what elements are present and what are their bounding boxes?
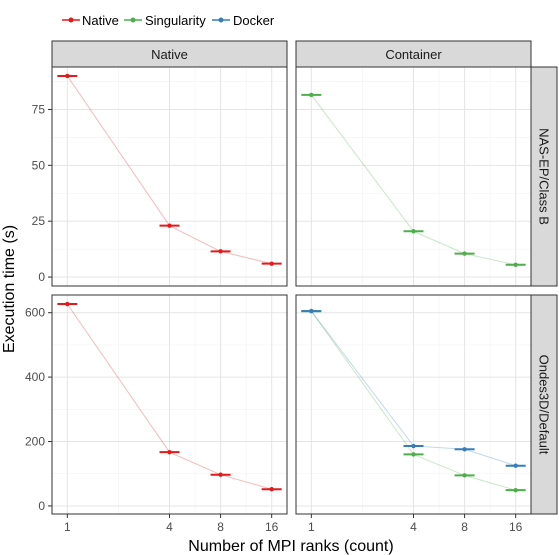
gridlines (52, 67, 287, 286)
data-point (411, 452, 416, 457)
data-point (309, 308, 314, 314)
legend-marker (68, 17, 74, 23)
y-tick-label: 200 (25, 435, 45, 449)
gridlines (296, 67, 531, 286)
strip-label: Container (385, 47, 442, 62)
data-point (167, 223, 172, 228)
series-line (310, 94, 516, 266)
data-point (513, 487, 518, 493)
series-line (66, 75, 272, 265)
data-point (218, 472, 223, 477)
x-tick-label: 4 (410, 520, 417, 534)
x-tick-label: 8 (217, 520, 224, 534)
data-point (65, 73, 70, 79)
legend-label: Native (82, 13, 119, 28)
column-strip-container: Container (295, 40, 532, 68)
data-point (411, 443, 416, 449)
series-native (57, 301, 282, 492)
x-tick-label: 16 (509, 520, 523, 534)
y-tick-label: 0 (38, 270, 45, 284)
y-tick-label: 400 (25, 370, 45, 384)
legend: Native Singularity Docker (62, 13, 275, 28)
panel-border (51, 294, 288, 515)
series-line (310, 310, 516, 467)
data-point (411, 229, 416, 234)
panel-border (295, 66, 532, 287)
x-tick-label: 4 (166, 520, 173, 534)
x-tick-label: 1 (64, 520, 71, 534)
y-tick-label: 25 (32, 214, 46, 228)
data-point (462, 251, 467, 256)
strip-background (530, 66, 558, 287)
data-point (309, 92, 314, 98)
strip-background (51, 40, 288, 68)
legend-marker (130, 17, 136, 23)
y-tick-label: 50 (32, 158, 46, 172)
panel-border (295, 294, 532, 515)
data-point (513, 463, 518, 468)
gridlines (296, 295, 531, 514)
y-tick-label: 0 (38, 499, 45, 513)
strip-label: NAS-EP/Class B (537, 128, 552, 225)
y-axis-title: Execution time (s) (1, 225, 18, 353)
x-tick-label: 8 (461, 520, 468, 534)
panel-container-nas-ep-class-b (295, 66, 532, 287)
series-line (310, 310, 516, 491)
x-tick-label: 1 (308, 520, 315, 534)
data-point (269, 261, 274, 266)
strip-background (295, 40, 532, 68)
x-tick-label: 16 (265, 520, 279, 534)
data-point (65, 301, 70, 307)
gridlines (52, 295, 287, 514)
row-strip-nas-ep-class-b: NAS-EP/Class B (530, 66, 558, 287)
panel-native-ondes3d-default: 0 200 400 600 1 4 8 16 (25, 294, 288, 534)
series-singularity (301, 92, 526, 267)
y-tick-label: 75 (32, 102, 46, 116)
data-point (167, 449, 172, 455)
legend-marker (218, 17, 224, 23)
legend-label: Singularity (145, 13, 206, 28)
strip-label: Native (151, 47, 188, 62)
series-native (57, 73, 282, 266)
legend-item-native: Native (62, 13, 119, 28)
data-point (462, 447, 467, 452)
data-point (462, 473, 467, 478)
strip-label: Ondes3D/Default (537, 355, 552, 455)
series-line (66, 303, 272, 490)
series-docker (301, 308, 526, 468)
legend-label: Docker (233, 13, 275, 28)
chart-panels: Native Container NAS-EP/Class B Ondes3D/Def… (25, 40, 558, 534)
panel-container-ondes3d-default: 1 4 8 16 (295, 294, 532, 534)
panel-native-nas-ep-class-b: 0 25 50 75 (32, 66, 288, 287)
data-point (269, 487, 274, 492)
panel-border (51, 66, 288, 287)
data-point (218, 249, 223, 254)
strip-background (530, 294, 558, 515)
y-tick-label: 600 (25, 306, 45, 320)
legend-item-singularity: Singularity (124, 13, 206, 28)
column-strip-native: Native (51, 40, 288, 68)
data-point (513, 262, 518, 267)
row-strip-ondes3d-default: Ondes3D/Default (530, 294, 558, 515)
x-axis-title: Number of MPI ranks (count) (188, 538, 393, 555)
legend-item-docker: Docker (212, 13, 275, 28)
